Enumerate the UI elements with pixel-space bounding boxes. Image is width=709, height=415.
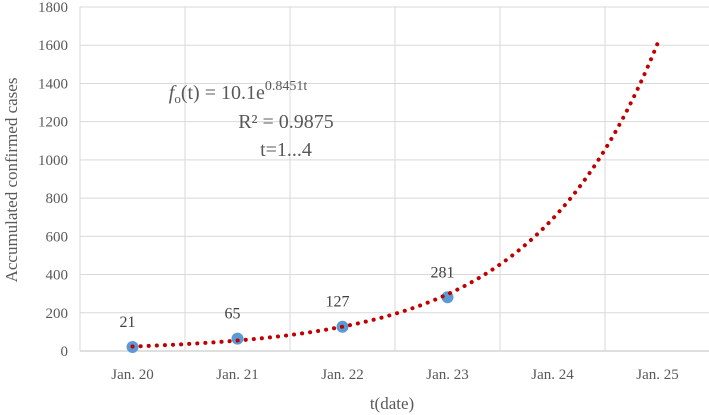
data-label: 127	[326, 294, 350, 311]
y-tick-label: 1600	[38, 38, 68, 54]
y-tick-label: 200	[46, 306, 69, 322]
x-tick-label: Jan. 22	[321, 367, 364, 383]
y-tick-label: 400	[46, 268, 69, 284]
x-tick-label: Jan. 21	[216, 367, 259, 383]
y-tick-label: 800	[46, 191, 69, 207]
y-tick-label: 0	[61, 344, 69, 360]
x-tick-label: Jan. 20	[111, 367, 154, 383]
exponential-trendline	[130, 41, 660, 349]
y-tick-label: 1000	[38, 153, 68, 169]
data-label: 21	[120, 314, 136, 331]
data-label: 65	[225, 306, 241, 323]
y-tick-label: 600	[46, 229, 69, 245]
y-tick-label: 1400	[38, 76, 68, 92]
y-axis-ticks: 0 200 400 600 800 1000 1200 1400 1600 1800	[38, 0, 68, 360]
x-tick-label: Jan. 25	[636, 367, 679, 383]
x-axis-ticks: Jan. 20 Jan. 21 Jan. 22 Jan. 23 Jan. 24 Jan. …	[111, 367, 679, 383]
x-tick-label: Jan. 24	[531, 367, 574, 383]
data-label: 281	[431, 264, 455, 281]
x-tick-label: Jan. 23	[426, 367, 469, 383]
y-tick-label: 1800	[38, 0, 68, 16]
data-labels: 21 65 127 281	[120, 264, 455, 331]
trendline-range: t=1...4	[260, 139, 312, 161]
y-axis-title: Accumulated confirmed cases	[2, 78, 21, 283]
y-tick-label: 1200	[38, 115, 68, 131]
gridlines	[79, 6, 709, 352]
trendline-equation: fo(t) = 10.1e0.8451t	[169, 79, 308, 106]
trendline-r-squared: R² = 0.9875	[238, 111, 334, 133]
x-axis-title: t(date)	[370, 394, 414, 413]
